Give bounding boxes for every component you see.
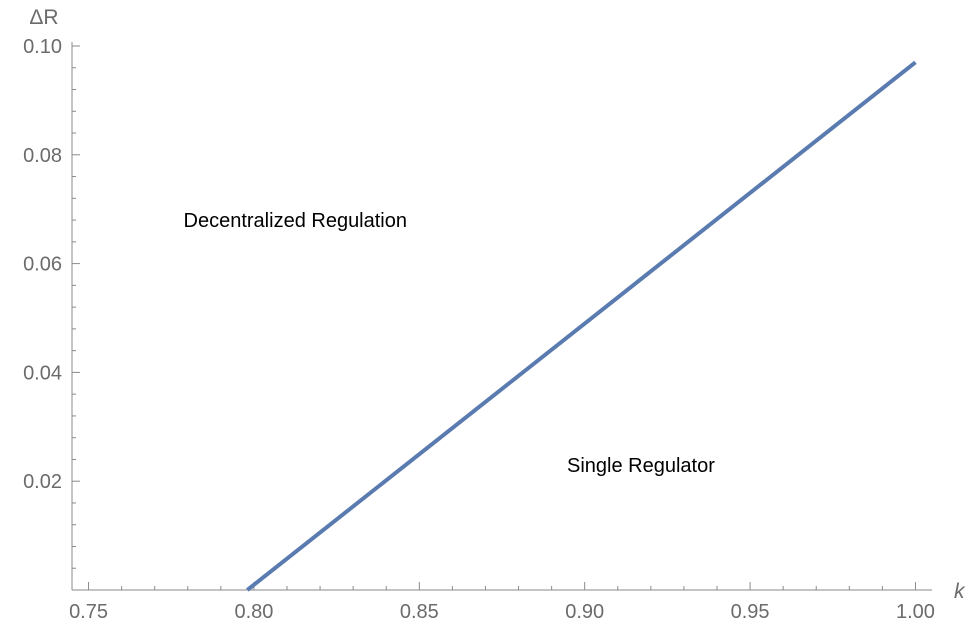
series-line — [246, 60, 917, 592]
x-axis-title: k — [954, 580, 966, 603]
y-tick-label: 0.10 — [23, 36, 62, 58]
axes — [71, 42, 932, 591]
y-tick-label: 0.04 — [23, 362, 62, 384]
tick-labels: 0.75 0.80 0.85 0.90 0.95 1.00 0.02 0.04 0.06 0.08… — [23, 36, 935, 623]
y-tick-label: 0.02 — [23, 471, 62, 493]
ticks — [72, 45, 916, 590]
x-tick-label: 0.80 — [234, 601, 273, 623]
region-label: Single Regulator — [567, 455, 715, 477]
x-tick-label: 0.75 — [69, 601, 108, 623]
annotations: Decentralized Regulation Single Regulator — [184, 210, 716, 477]
y-tick-label: 0.06 — [23, 254, 62, 276]
x-tick-label: 0.95 — [731, 601, 770, 623]
region-label: Decentralized Regulation — [184, 210, 407, 232]
y-axis-title: ΔR — [29, 6, 58, 29]
x-tick-label: 1.00 — [896, 601, 935, 623]
y-tick-label: 0.08 — [23, 145, 62, 167]
x-tick-label: 0.85 — [400, 601, 439, 623]
series — [246, 60, 917, 592]
x-tick-label: 0.90 — [565, 601, 604, 623]
